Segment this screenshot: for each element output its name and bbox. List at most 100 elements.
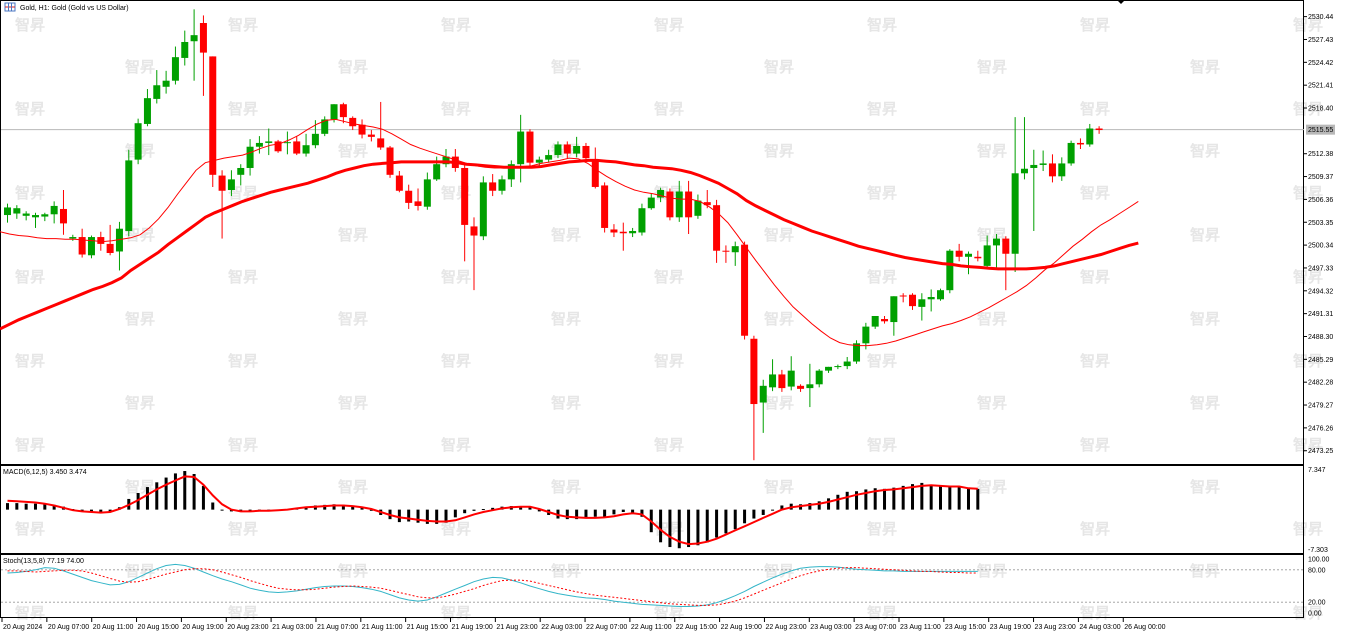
macd-histogram-bar (724, 509, 728, 534)
price-pane[interactable] (0, 0, 1304, 465)
candle-body (50, 205, 58, 215)
time-tick-label: 23 Aug 07:00 (855, 624, 896, 631)
watermark-78: 智昇 (15, 520, 45, 538)
candle-body (535, 159, 543, 163)
price-tick-label: 2506.36 (1308, 197, 1333, 204)
candle-body (330, 104, 338, 120)
price-tick-label: 2500.34 (1308, 243, 1333, 250)
macd-histogram-bar (425, 509, 429, 524)
watermark-82: 智昇 (867, 520, 897, 538)
time-tick-label: 23 Aug 19:00 (990, 624, 1031, 631)
watermark-96: 智昇 (1080, 604, 1110, 622)
candle-body (750, 338, 758, 405)
watermark-21: 智昇 (338, 142, 368, 160)
watermark-31: 智昇 (1080, 184, 1110, 202)
candle-body (321, 119, 329, 134)
watermark-89: 智昇 (977, 562, 1007, 580)
stoch-axis: 100.00 80.00 20.00 0.00 (1, 557, 1330, 618)
macd-histogram-bar (89, 509, 93, 512)
candle-body (386, 147, 394, 175)
macd-histogram-bar (593, 509, 597, 517)
macd-histogram-bar (780, 505, 784, 510)
ma-slow-line (0, 158, 1139, 331)
macd-histogram-bar (220, 509, 224, 511)
price-tick-label: 2503.35 (1308, 220, 1333, 227)
time-tick-label: 21 Aug 15:00 (407, 624, 448, 631)
watermark-60: 智昇 (338, 394, 368, 412)
watermark-85: 智昇 (125, 562, 155, 580)
one-click-trading-marker-icon[interactable] (1117, 0, 1125, 4)
stoch-signal-line (7, 567, 978, 606)
candle-body (405, 190, 413, 203)
macd-histogram-bar (33, 503, 37, 510)
candle-body (871, 315, 879, 327)
time-tick-label: 23 Aug 11:00 (900, 624, 941, 631)
macd-top-label: 7.347 (1308, 467, 1326, 474)
macd-histogram-bar (341, 504, 345, 510)
watermark-87: 智昇 (551, 562, 581, 580)
macd-histogram-bar (808, 503, 812, 510)
macd-histogram-bar (173, 473, 177, 510)
macd-histogram-bar (668, 509, 672, 548)
price-tick-label: 2509.37 (1308, 174, 1333, 181)
stoch-pane[interactable] (0, 554, 1304, 618)
time-tick-label: 23 Aug 23:00 (1035, 624, 1076, 631)
candle-body (293, 141, 301, 154)
stoch-level-label: 80.00 (1308, 567, 1326, 574)
watermark-62: 智昇 (764, 394, 794, 412)
watermark-75: 智昇 (764, 478, 794, 496)
watermark-92: 智昇 (228, 604, 258, 622)
candle-body (890, 296, 898, 323)
macd-histogram-bar (472, 509, 476, 511)
candle-body (479, 182, 487, 237)
candle-body (423, 179, 431, 207)
candle-body (153, 85, 161, 99)
watermark-70: 智昇 (1080, 436, 1110, 454)
candle-body (395, 175, 403, 191)
macd-histogram-bar (752, 509, 756, 519)
macd-histogram-bar (715, 509, 719, 538)
candle-body (983, 245, 991, 266)
watermark-38: 智昇 (1190, 226, 1220, 244)
candle-body (629, 230, 637, 234)
macd-histogram-bar (920, 482, 924, 510)
time-tick-label: 22 Aug 07:00 (586, 624, 627, 631)
watermark-48: 智昇 (551, 310, 581, 328)
candle-body (171, 57, 179, 81)
macd-histogram-bar (481, 509, 485, 511)
macd-histogram-bar (99, 509, 103, 513)
macd-histogram-bar (743, 509, 747, 524)
price-tick-label: 2497.33 (1308, 265, 1333, 272)
price-tick-label: 2512.38 (1308, 151, 1333, 158)
macd-histogram-bar (948, 486, 952, 510)
macd-histogram-bar (211, 502, 215, 510)
watermark-45: 智昇 (1293, 268, 1323, 286)
watermark-36: 智昇 (764, 226, 794, 244)
watermark-41: 智昇 (441, 268, 471, 286)
price-tick-label: 2530.44 (1308, 14, 1333, 21)
macd-histogram-bar (883, 488, 887, 510)
candle-body (778, 374, 786, 389)
candle-body (358, 124, 366, 135)
macd-pane[interactable] (0, 465, 1304, 554)
time-tick-label: 26 Aug 00:00 (1124, 624, 1165, 631)
macd-histogram-bar (444, 509, 448, 523)
macd-histogram-bar (136, 493, 140, 510)
candles-layer (4, 9, 1103, 461)
candle-body (227, 179, 235, 190)
watermark-74: 智昇 (551, 478, 581, 496)
candle-body (255, 142, 263, 147)
time-tick-label: 20 Aug 19:00 (182, 624, 223, 631)
time-tick-label: 23 Aug 15:00 (945, 624, 986, 631)
price-axis: 2530.44 2527.43 2524.42 2521.41 2518.40 2512.… (1304, 14, 1333, 455)
candle-body (657, 189, 665, 198)
watermark-15: 智昇 (441, 100, 471, 118)
macd-histogram-bar (145, 487, 149, 510)
watermark-12: 智昇 (1190, 58, 1220, 76)
watermark-83: 智昇 (1080, 520, 1110, 538)
watermark-19: 智昇 (1293, 100, 1323, 118)
macd-histogram-bar (929, 484, 933, 510)
watermark-56: 智昇 (867, 352, 897, 370)
watermark-42: 智昇 (654, 268, 684, 286)
